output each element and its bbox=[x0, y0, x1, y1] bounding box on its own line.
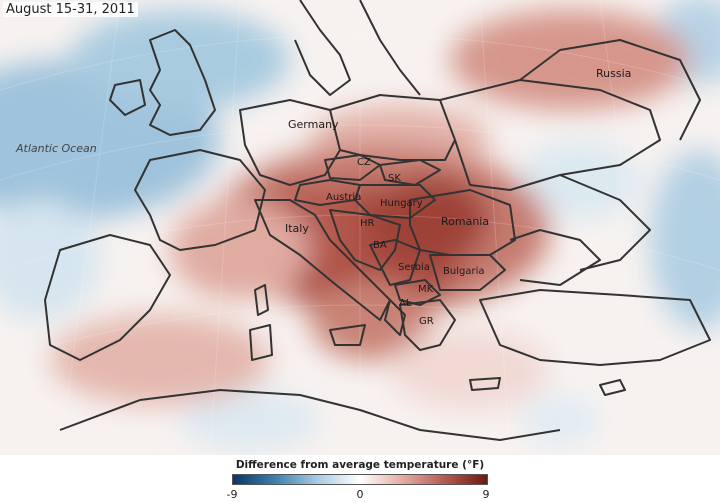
label-austria: Austria bbox=[326, 192, 362, 203]
anomaly-field bbox=[0, 0, 720, 450]
label-hr: HR bbox=[360, 218, 375, 229]
legend-mid-label: 0 bbox=[356, 488, 364, 501]
label-serbia: Serbia bbox=[398, 262, 430, 273]
label-mk: MK bbox=[418, 284, 434, 295]
label-germany: Germany bbox=[288, 118, 339, 131]
label-al: AL bbox=[399, 298, 412, 309]
label-italy: Italy bbox=[285, 222, 309, 235]
label-romania: Romania bbox=[441, 215, 490, 228]
country-borders bbox=[44, 0, 711, 441]
label-ba: BA bbox=[373, 240, 387, 251]
legend-min-label: -9 bbox=[226, 488, 238, 501]
map-date-title: August 15-31, 2011 bbox=[3, 2, 138, 17]
legend-color-bar bbox=[232, 474, 488, 485]
label-bulgaria: Bulgaria bbox=[443, 266, 485, 277]
label-russia: Russia bbox=[596, 67, 632, 80]
label-cz: CZ bbox=[357, 157, 371, 168]
legend-title: Difference from average temperature (°F) bbox=[235, 459, 485, 471]
label-gr: GR bbox=[419, 316, 434, 327]
label-sk: SK bbox=[388, 173, 401, 184]
label-hungary: Hungary bbox=[380, 198, 423, 209]
label-atlantic-ocean: Atlantic Ocean bbox=[16, 142, 97, 155]
legend-max-label: 9 bbox=[482, 488, 490, 501]
temperature-anomaly-map bbox=[0, 0, 720, 455]
